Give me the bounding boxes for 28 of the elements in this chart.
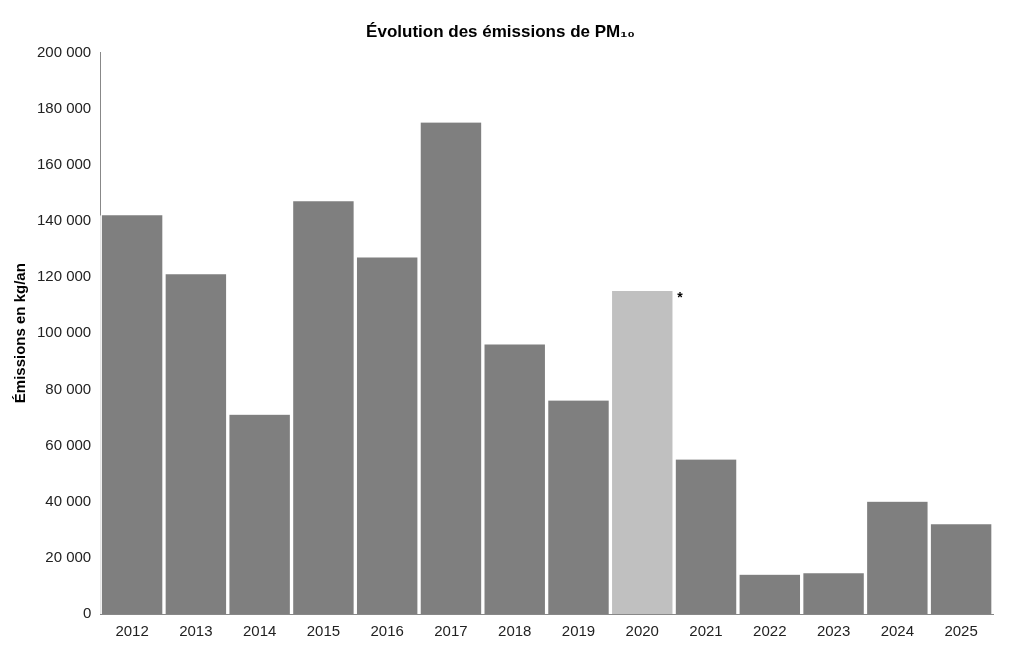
y-axis-title: Émissions en kg/an [11, 263, 29, 404]
y-tick-label: 60 000 [45, 435, 92, 453]
y-tick-label: 100 000 [36, 323, 92, 341]
x-tick-label: 2013 [179, 622, 213, 640]
x-tick-label: 2012 [115, 622, 149, 640]
y-tick-label: 120 000 [36, 267, 92, 285]
y-tick-label: 180 000 [36, 98, 92, 116]
y-tick-label: 80 000 [45, 379, 92, 397]
y-tick-label: 160 000 [36, 154, 92, 172]
chart-title: Évolution des émissions de PM₁₀ [366, 21, 635, 41]
x-tick-label: 2024 [880, 622, 915, 640]
y-tick-label: 0 [82, 604, 92, 622]
x-tick-label: 2021 [689, 622, 723, 640]
x-tick-label: 2020 [625, 622, 659, 640]
y-tick-label: 20 000 [45, 547, 92, 565]
x-tick-label: 2018 [498, 622, 532, 640]
annotation: * [677, 288, 684, 305]
y-tick-label: 200 000 [36, 42, 92, 60]
y-tick-label: 40 000 [45, 491, 92, 509]
x-tick-label: 2017 [434, 622, 468, 640]
x-tick-label: 2022 [753, 622, 787, 640]
y-tick-label: 140 000 [36, 211, 92, 229]
x-tick-label: 2014 [242, 622, 277, 640]
x-tick-label: 2025 [944, 622, 978, 640]
x-tick-label: 2016 [370, 622, 404, 640]
x-tick-label: 2023 [816, 622, 851, 640]
x-tick-label: 2015 [306, 622, 341, 640]
x-tick-label: 2019 [561, 622, 596, 640]
